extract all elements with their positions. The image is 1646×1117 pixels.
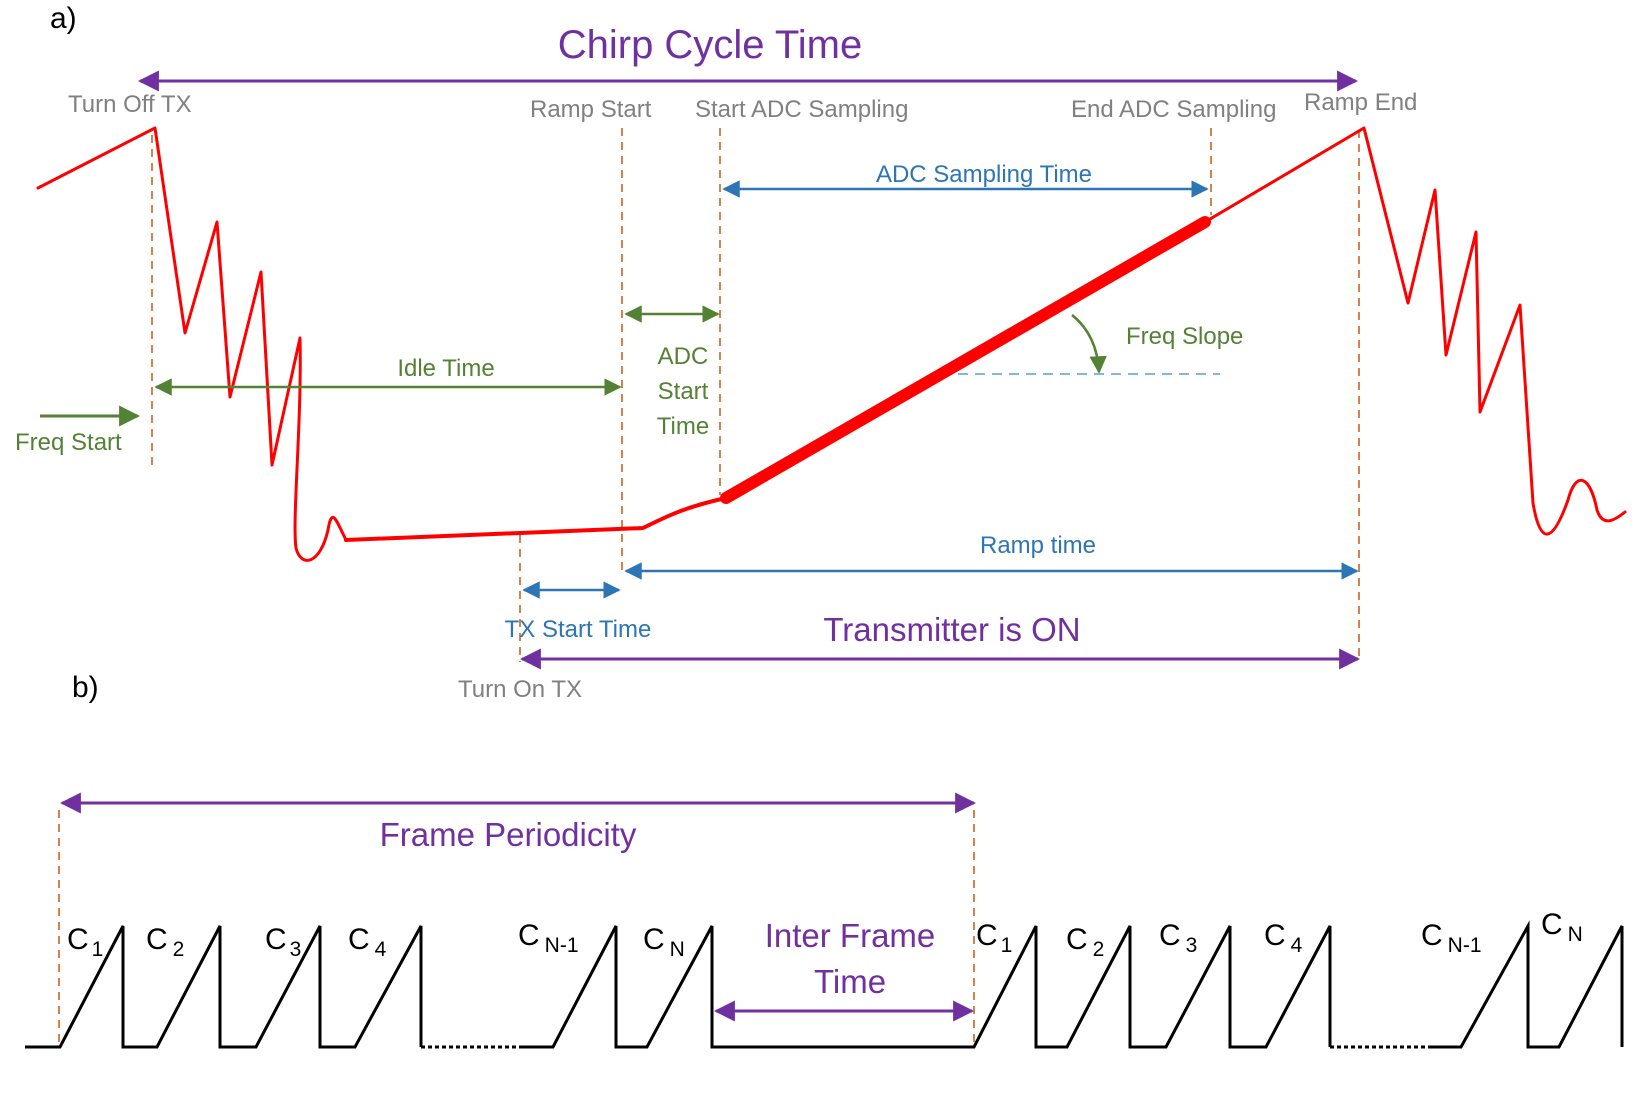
transmitter-on-label: Transmitter is ON (823, 611, 1080, 648)
adc-start-time-label-line2: Start (658, 378, 709, 405)
chirp-cycle-title: Chirp Cycle Time (558, 23, 863, 67)
adc-start-time-label-line1: ADC (658, 343, 709, 370)
signal-pre-ramp (36, 126, 348, 562)
turn-on-tx-label: Turn On TX (458, 676, 582, 703)
chirp-train-frame2-b (1428, 920, 1624, 1049)
inter-frame-time-label-line1: Inter Frame (765, 917, 936, 954)
chirp-train-frame1-a (25, 925, 423, 1049)
signal-adc-ramp (720, 216, 1211, 504)
inter-frame-time-label-line2: Time (814, 963, 886, 1000)
signal-idle (344, 496, 728, 542)
turn-off-tx-label: Turn Off TX (68, 91, 192, 118)
chirp-train (25, 920, 1624, 1049)
ramp-start-label: Ramp Start (530, 96, 652, 123)
guide-lines (151, 128, 1360, 662)
chirp-label: C N-1 (1421, 919, 1482, 957)
freq-slope-label: Freq Slope (1126, 323, 1243, 350)
chirp-signal (36, 126, 1627, 562)
chirp-train-frame1-b (519, 925, 1332, 1049)
frame-guide-lines (58, 810, 975, 1045)
chirp-label: C N-1 (518, 919, 579, 957)
freq-slope-arc (1071, 314, 1107, 374)
tx-start-time-label: TX Start Time (505, 616, 652, 643)
adc-start-time-label-line3: Time (657, 413, 709, 440)
start-adc-sampling-label: Start ADC Sampling (695, 96, 908, 123)
adc-sampling-time-label: ADC Sampling Time (876, 161, 1092, 188)
freq-start-label: Freq Start (15, 429, 122, 456)
end-adc-sampling-label: End ADC Sampling (1071, 96, 1276, 123)
frame-periodicity-label: Frame Periodicity (380, 816, 637, 853)
ramp-end-label: Ramp End (1304, 89, 1417, 116)
signal-ramp-tail (1203, 126, 1627, 536)
panel-b-label: b) (72, 671, 99, 704)
panel-a-label: a) (50, 2, 77, 35)
idle-time-label: Idle Time (397, 355, 494, 382)
ramp-time-label: Ramp time (980, 532, 1096, 559)
